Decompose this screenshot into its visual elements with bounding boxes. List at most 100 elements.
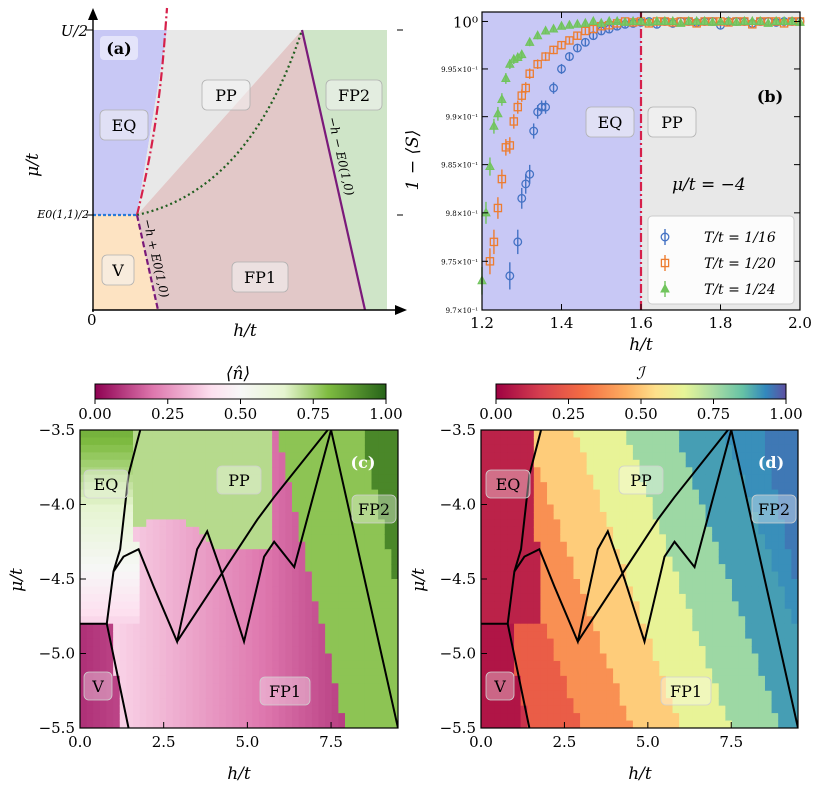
heat-cell bbox=[613, 511, 621, 520]
heat-cell bbox=[632, 713, 641, 722]
heat-cell bbox=[278, 586, 286, 595]
heat-cell bbox=[239, 482, 247, 491]
heat-cell bbox=[205, 489, 214, 498]
data-point-circle bbox=[529, 126, 539, 136]
heat-cell bbox=[119, 653, 127, 662]
heat-cell bbox=[778, 698, 786, 707]
heat-cell bbox=[99, 459, 108, 468]
heat-cell bbox=[258, 638, 267, 647]
heat-cell bbox=[500, 638, 509, 647]
heat-cell bbox=[613, 467, 621, 476]
heat-cell bbox=[698, 571, 707, 580]
heat-cell bbox=[540, 653, 548, 662]
heat-cell bbox=[345, 571, 353, 580]
heat-cell bbox=[384, 511, 392, 520]
heat-cell bbox=[166, 675, 174, 684]
heat-cell bbox=[771, 474, 779, 483]
heat-cell bbox=[325, 698, 333, 707]
heat-cell bbox=[679, 556, 687, 565]
heat-cell bbox=[599, 474, 608, 483]
heat-cell bbox=[285, 459, 293, 468]
heat-cell bbox=[487, 608, 495, 617]
heat-cell bbox=[166, 452, 174, 461]
heat-cell bbox=[520, 653, 528, 662]
heat-cell bbox=[205, 519, 214, 528]
heat-cell bbox=[738, 459, 746, 468]
heat-cell bbox=[745, 549, 753, 558]
heat-cell bbox=[778, 720, 786, 728]
heat-cell bbox=[685, 526, 693, 535]
heat-cell bbox=[514, 541, 522, 550]
heat-cell bbox=[494, 668, 502, 677]
legend-label: T/t = 1/20 bbox=[704, 256, 776, 272]
heat-cell bbox=[593, 564, 601, 573]
heat-cell bbox=[252, 608, 260, 617]
heat-cell bbox=[553, 698, 561, 707]
heat-cell bbox=[500, 668, 509, 677]
heat-cell bbox=[514, 675, 522, 684]
heat-cell bbox=[172, 668, 180, 677]
heat-cell bbox=[692, 511, 700, 520]
heat-cell bbox=[778, 571, 786, 580]
heat-cell bbox=[619, 452, 627, 461]
heat-cell bbox=[305, 430, 313, 439]
heat-cell bbox=[364, 467, 373, 476]
heat-cell bbox=[305, 601, 313, 610]
d-fp1-label: FP1 bbox=[670, 682, 702, 701]
heat-cell bbox=[133, 556, 141, 565]
heat-cell bbox=[778, 675, 786, 684]
heat-cell bbox=[487, 675, 495, 684]
heat-cell bbox=[133, 690, 141, 699]
heat-cell bbox=[514, 720, 522, 728]
heat-cell bbox=[93, 601, 101, 610]
y-tick-label: −4.0 bbox=[39, 496, 75, 514]
phase-boundary bbox=[176, 430, 329, 643]
heat-cell bbox=[520, 497, 528, 506]
heat-cell bbox=[345, 586, 353, 595]
heat-cell bbox=[265, 608, 273, 617]
heat-cell bbox=[345, 556, 353, 565]
heat-cell bbox=[133, 489, 141, 498]
heat-cell bbox=[152, 698, 161, 707]
heat-cell bbox=[692, 541, 700, 550]
heat-cell bbox=[718, 534, 726, 543]
heat-cell bbox=[712, 616, 720, 625]
heat-cell bbox=[665, 437, 674, 446]
heat-cell bbox=[560, 452, 568, 461]
heat-cell bbox=[725, 452, 733, 461]
heat-cell bbox=[172, 556, 180, 565]
heat-cell bbox=[318, 675, 326, 684]
heat-cell bbox=[272, 720, 280, 728]
heat-cell bbox=[298, 444, 306, 453]
heat-cell bbox=[613, 534, 621, 543]
heat-cell bbox=[338, 534, 346, 543]
heat-cell bbox=[646, 564, 654, 573]
heat-cell bbox=[540, 646, 548, 655]
heat-cell bbox=[665, 541, 674, 550]
heat-cell bbox=[159, 646, 167, 655]
heat-cell bbox=[245, 444, 253, 453]
heat-cell bbox=[679, 437, 687, 446]
heat-cell bbox=[384, 467, 392, 476]
heat-cell bbox=[252, 534, 260, 543]
heat-cell bbox=[119, 541, 127, 550]
heat-cell bbox=[606, 646, 614, 655]
heat-cell bbox=[318, 526, 326, 535]
heat-cell bbox=[725, 668, 733, 677]
heat-cell bbox=[553, 482, 561, 491]
heat-cell bbox=[119, 556, 127, 565]
heat-cell bbox=[712, 646, 720, 655]
heat-cell bbox=[599, 660, 608, 669]
heat-cell bbox=[507, 526, 515, 535]
heat-cell bbox=[364, 549, 373, 558]
heat-cell bbox=[593, 489, 601, 498]
heat-cell bbox=[325, 519, 333, 528]
heat-cell bbox=[665, 459, 674, 468]
heat-cell bbox=[791, 504, 798, 513]
heat-cell bbox=[791, 653, 798, 662]
heat-cell bbox=[318, 586, 326, 595]
heat-cell bbox=[318, 623, 326, 632]
heat-cell bbox=[593, 467, 601, 476]
heat-cell bbox=[698, 705, 707, 714]
heat-cell bbox=[725, 519, 733, 528]
